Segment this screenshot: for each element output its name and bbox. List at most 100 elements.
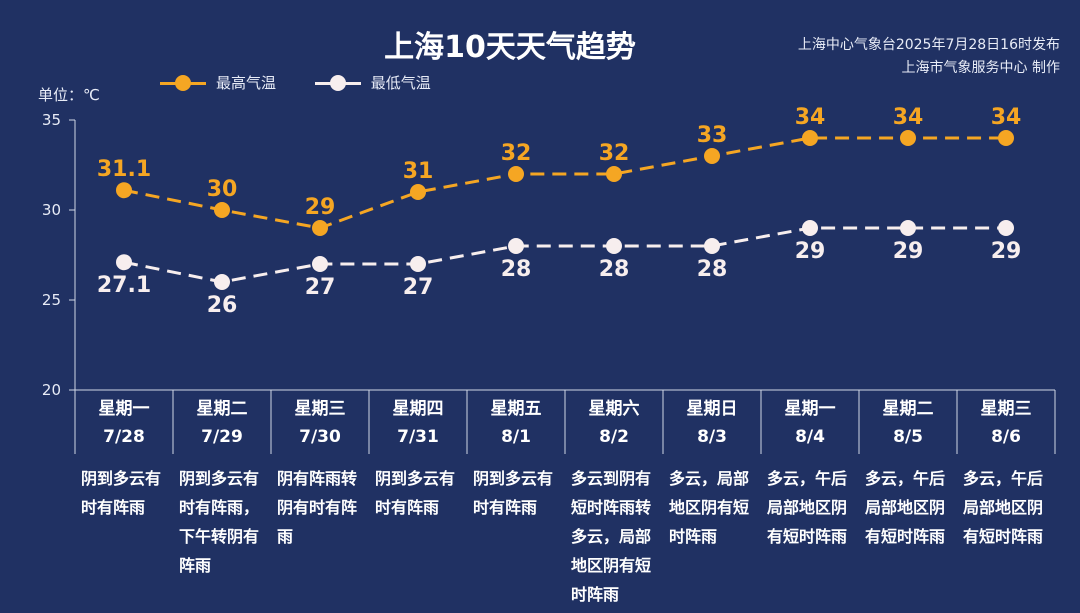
category-day: 星期日 bbox=[686, 399, 738, 419]
data-label-high: 30 bbox=[207, 177, 238, 202]
point-low bbox=[410, 256, 426, 272]
category-date: 7/31 bbox=[397, 427, 439, 447]
publisher-line-1: 上海中心气象台2025年7月28日16时发布 bbox=[797, 37, 1060, 53]
legend-label-high: 最高气温 bbox=[216, 74, 277, 92]
category-day: 星期一 bbox=[784, 399, 836, 419]
series-high: 31.1 30 29 31 32 32 33 34 34 34 bbox=[97, 105, 1021, 236]
data-label-low: 28 bbox=[697, 257, 728, 282]
category-date: 7/28 bbox=[103, 427, 145, 447]
weather-description: 阴到多云有时有阵雨，下午转阴有阵雨 bbox=[179, 469, 260, 575]
category-cell: 星期一 7/28 bbox=[75, 392, 173, 454]
axes: 20 25 30 35 bbox=[42, 111, 1056, 454]
category-date: 8/5 bbox=[893, 427, 923, 447]
category-day: 星期二 bbox=[196, 399, 248, 419]
data-label-high: 29 bbox=[305, 195, 336, 220]
data-label-low: 27.1 bbox=[97, 273, 151, 298]
category-day: 星期一 bbox=[98, 399, 150, 419]
weather-description: 多云，局部地区阴有短时阵雨 bbox=[669, 469, 750, 546]
data-label-high: 31 bbox=[403, 159, 434, 184]
data-label-low: 28 bbox=[599, 257, 630, 282]
publisher-line-2: 上海市气象服务中心 制作 bbox=[901, 60, 1060, 76]
point-low bbox=[508, 238, 524, 254]
category-date: 8/4 bbox=[795, 427, 825, 447]
point-low bbox=[116, 254, 132, 271]
point-high bbox=[116, 182, 132, 199]
data-label-low: 29 bbox=[795, 239, 826, 264]
weather-description: 多云，午后局部地区阴有短时阵雨 bbox=[865, 469, 946, 546]
category-day: 星期三 bbox=[980, 399, 1032, 419]
publisher-info: 上海中心气象台2025年7月28日16时发布 上海市气象服务中心 制作 bbox=[798, 34, 1060, 80]
point-high bbox=[606, 166, 622, 182]
legend-label-low: 最低气温 bbox=[370, 74, 431, 92]
data-label-high: 31.1 bbox=[97, 157, 151, 182]
data-label-low: 27 bbox=[305, 275, 336, 300]
category-cell: 星期二 7/29 bbox=[173, 392, 271, 454]
point-high bbox=[704, 148, 720, 164]
point-low bbox=[312, 256, 328, 272]
category-day: 星期四 bbox=[392, 399, 444, 419]
y-tick-label: 35 bbox=[42, 111, 61, 129]
category-date: 7/30 bbox=[299, 427, 341, 447]
point-low bbox=[802, 220, 818, 236]
legend-item-low[interactable]: 最低气温 bbox=[314, 72, 431, 93]
point-low bbox=[998, 220, 1014, 236]
point-low bbox=[900, 220, 916, 236]
category-cell: 星期二 8/5 bbox=[859, 392, 957, 454]
point-low bbox=[214, 274, 230, 290]
legend-swatch-low bbox=[314, 74, 361, 91]
category-date: 8/1 bbox=[501, 427, 531, 447]
weather-description: 多云到阴有短时阵雨转多云，局部地区阴有短时阵雨 bbox=[571, 469, 652, 604]
category-day: 星期二 bbox=[882, 399, 934, 419]
point-high bbox=[802, 130, 818, 146]
weather-description: 阴到多云有时有阵雨 bbox=[375, 469, 456, 517]
y-tick-label: 20 bbox=[42, 381, 61, 399]
point-high bbox=[214, 202, 230, 218]
y-tick-label: 25 bbox=[42, 291, 61, 309]
data-label-low: 29 bbox=[991, 239, 1022, 264]
legend: 最高气温 最低气温 bbox=[160, 72, 465, 95]
category-cell: 星期三 7/30 bbox=[271, 392, 369, 454]
y-tick-label: 30 bbox=[42, 201, 61, 219]
weather-description: 多云，午后局部地区阴有短时阵雨 bbox=[963, 469, 1044, 546]
legend-swatch-high bbox=[160, 74, 206, 91]
weather-description: 阴到多云有时有阵雨 bbox=[473, 469, 554, 517]
weather-description: 多云，午后局部地区阴有短时阵雨 bbox=[767, 469, 848, 546]
category-cell: 星期三 8/6 bbox=[957, 392, 1055, 454]
category-day: 星期三 bbox=[294, 399, 346, 419]
data-label-high: 32 bbox=[501, 141, 532, 166]
point-low bbox=[606, 238, 622, 254]
point-low bbox=[704, 238, 720, 254]
category-cell: 星期日 8/3 bbox=[663, 392, 761, 454]
point-high bbox=[312, 220, 328, 236]
data-label-low: 28 bbox=[501, 257, 532, 282]
data-label-high: 33 bbox=[697, 123, 728, 148]
point-high bbox=[900, 130, 916, 146]
category-cell: 星期一 8/4 bbox=[761, 392, 859, 454]
series-low: 27.1 26 27 27 28 28 28 29 29 29 bbox=[97, 220, 1021, 318]
category-day: 星期六 bbox=[588, 399, 640, 419]
data-label-low: 29 bbox=[893, 239, 924, 264]
unit-label: 单位：℃ bbox=[38, 86, 100, 104]
point-high bbox=[410, 184, 426, 200]
point-high bbox=[998, 130, 1014, 146]
category-date: 8/2 bbox=[599, 427, 629, 447]
data-label-high: 34 bbox=[991, 105, 1022, 130]
weather-description: 阴有阵雨转阴有时有阵雨 bbox=[277, 469, 358, 546]
category-date: 7/29 bbox=[201, 427, 243, 447]
legend-item-high[interactable]: 最高气温 bbox=[160, 72, 276, 93]
data-label-high: 32 bbox=[599, 141, 630, 166]
data-label-high: 34 bbox=[795, 105, 826, 130]
point-high bbox=[508, 166, 524, 182]
category-cell: 星期四 7/31 bbox=[369, 392, 467, 454]
category-cell: 星期五 8/1 bbox=[467, 392, 565, 454]
category-day: 星期五 bbox=[490, 399, 542, 419]
category-date: 8/6 bbox=[991, 427, 1021, 447]
data-label-low: 26 bbox=[207, 293, 238, 318]
category-date: 8/3 bbox=[697, 427, 727, 447]
series-line-low bbox=[123, 226, 1006, 284]
series-line-high bbox=[123, 136, 1006, 230]
data-label-low: 27 bbox=[403, 275, 434, 300]
page-title: 上海10天天气趋势 bbox=[384, 30, 636, 65]
weather-description: 阴到多云有时有阵雨 bbox=[81, 469, 162, 517]
